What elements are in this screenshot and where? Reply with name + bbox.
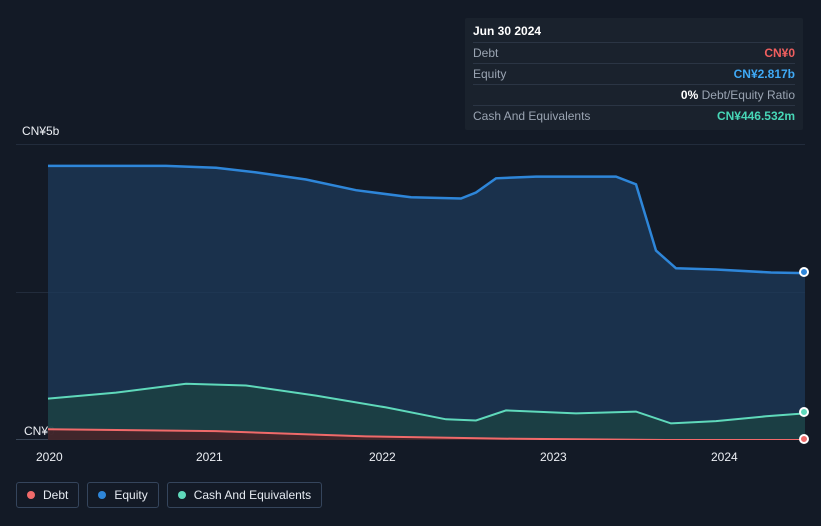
series-end-marker-cash bbox=[799, 407, 809, 417]
tooltip-cash-label: Cash And Equivalents bbox=[473, 109, 590, 123]
x-axis-label: 2020 bbox=[36, 450, 63, 464]
legend-debt-label: Debt bbox=[43, 488, 68, 502]
chart-tooltip: Jun 30 2024 Debt CN¥0 Equity CN¥2.817b 0… bbox=[465, 18, 803, 130]
chart-svg bbox=[16, 144, 805, 440]
legend-equity[interactable]: Equity bbox=[87, 482, 158, 508]
tooltip-debt-value: CN¥0 bbox=[764, 46, 795, 60]
tooltip-row-ratio: 0% Debt/Equity Ratio bbox=[473, 84, 795, 105]
y-axis-max-label: CN¥5b bbox=[22, 124, 59, 138]
legend-cash-dot bbox=[178, 491, 186, 499]
series-end-marker-equity bbox=[799, 267, 809, 277]
tooltip-equity-label: Equity bbox=[473, 67, 506, 81]
tooltip-date: Jun 30 2024 bbox=[473, 24, 795, 38]
legend-debt-dot bbox=[27, 491, 35, 499]
legend-equity-label: Equity bbox=[114, 488, 147, 502]
series-end-marker-debt bbox=[799, 434, 809, 444]
tooltip-row-equity: Equity CN¥2.817b bbox=[473, 63, 795, 84]
tooltip-row-debt: Debt CN¥0 bbox=[473, 42, 795, 63]
legend-debt[interactable]: Debt bbox=[16, 482, 79, 508]
legend: Debt Equity Cash And Equivalents bbox=[16, 482, 322, 508]
tooltip-equity-value: CN¥2.817b bbox=[734, 67, 795, 81]
tooltip-row-cash: Cash And Equivalents CN¥446.532m bbox=[473, 105, 795, 126]
chart-plot-area[interactable] bbox=[16, 144, 805, 440]
legend-cash[interactable]: Cash And Equivalents bbox=[167, 482, 322, 508]
x-axis-label: 2023 bbox=[540, 450, 567, 464]
x-axis-label: 2021 bbox=[196, 450, 223, 464]
legend-equity-dot bbox=[98, 491, 106, 499]
tooltip-cash-value: CN¥446.532m bbox=[717, 109, 795, 123]
tooltip-ratio-percent: 0% bbox=[681, 88, 698, 102]
tooltip-ratio: 0% Debt/Equity Ratio bbox=[681, 88, 795, 102]
tooltip-debt-label: Debt bbox=[473, 46, 498, 60]
tooltip-ratio-text: Debt/Equity Ratio bbox=[702, 88, 795, 102]
legend-cash-label: Cash And Equivalents bbox=[194, 488, 311, 502]
x-axis-label: 2024 bbox=[711, 450, 738, 464]
x-axis-label: 2022 bbox=[369, 450, 396, 464]
